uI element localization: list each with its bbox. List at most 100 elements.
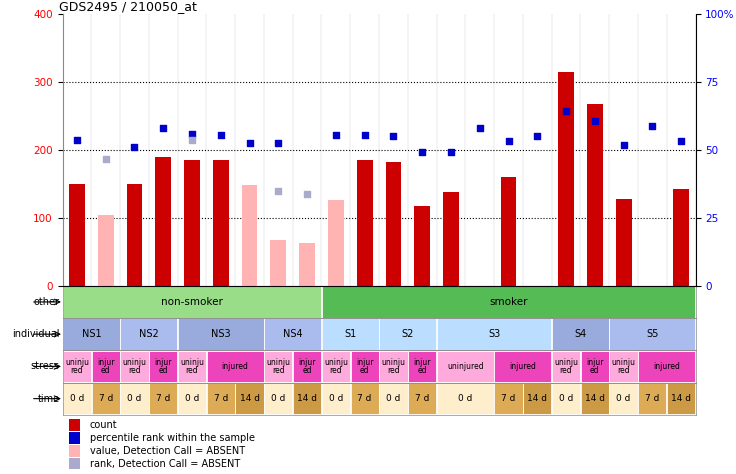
- Bar: [91, 383, 120, 414]
- Bar: [587, 104, 603, 286]
- Text: injured: injured: [222, 362, 249, 371]
- Text: S2: S2: [402, 329, 414, 339]
- Bar: [350, 351, 379, 382]
- Bar: [121, 319, 177, 350]
- Text: time: time: [38, 393, 60, 404]
- Point: [589, 117, 601, 125]
- Bar: [609, 383, 637, 414]
- Text: uninju
red: uninju red: [65, 358, 89, 375]
- Bar: [207, 383, 235, 414]
- Text: 7 d: 7 d: [501, 394, 516, 403]
- Text: uninju
red: uninju red: [266, 358, 290, 375]
- Bar: [523, 383, 551, 414]
- Text: 0 d: 0 d: [185, 394, 199, 403]
- Text: 14 d: 14 d: [671, 394, 691, 403]
- Text: 14 d: 14 d: [240, 394, 260, 403]
- Bar: [155, 157, 171, 286]
- Text: 0 d: 0 d: [127, 394, 141, 403]
- Bar: [178, 351, 206, 382]
- Bar: [264, 319, 321, 350]
- Point: [358, 131, 370, 139]
- Bar: [69, 432, 80, 444]
- Bar: [500, 177, 517, 286]
- Bar: [638, 383, 667, 414]
- Bar: [673, 190, 689, 286]
- Bar: [581, 383, 609, 414]
- Point: [417, 148, 428, 156]
- Text: uninju
red: uninju red: [180, 358, 204, 375]
- Bar: [322, 286, 696, 318]
- Point: [244, 139, 255, 147]
- Bar: [213, 160, 229, 286]
- Point: [186, 131, 198, 138]
- Bar: [178, 319, 263, 350]
- Bar: [63, 286, 321, 318]
- Bar: [437, 383, 494, 414]
- Bar: [63, 351, 91, 382]
- Text: NS1: NS1: [82, 329, 101, 339]
- Bar: [443, 192, 459, 286]
- Bar: [322, 319, 379, 350]
- Bar: [127, 184, 142, 286]
- Bar: [609, 319, 696, 350]
- Text: NS4: NS4: [283, 329, 302, 339]
- Text: uninju
red: uninju red: [324, 358, 348, 375]
- Bar: [495, 351, 551, 382]
- Point: [330, 131, 342, 139]
- Point: [503, 137, 514, 145]
- Bar: [437, 351, 494, 382]
- Text: uninju
red: uninju red: [122, 358, 146, 375]
- Point: [186, 136, 198, 144]
- Point: [272, 139, 284, 147]
- Bar: [328, 200, 344, 286]
- Bar: [667, 383, 696, 414]
- Point: [675, 137, 687, 145]
- Bar: [91, 351, 120, 382]
- Point: [158, 125, 169, 132]
- Point: [272, 187, 284, 194]
- Bar: [379, 383, 408, 414]
- Point: [301, 191, 313, 198]
- Bar: [552, 351, 580, 382]
- Bar: [408, 351, 436, 382]
- Bar: [69, 419, 80, 430]
- Text: injur
ed: injur ed: [356, 358, 373, 375]
- Text: 7 d: 7 d: [156, 394, 171, 403]
- Bar: [609, 351, 637, 382]
- Bar: [322, 383, 350, 414]
- Text: 7 d: 7 d: [415, 394, 429, 403]
- Text: 0 d: 0 d: [386, 394, 400, 403]
- Bar: [270, 240, 286, 286]
- Bar: [63, 319, 120, 350]
- Text: S4: S4: [574, 329, 587, 339]
- Text: 0 d: 0 d: [559, 394, 573, 403]
- Text: rank, Detection Call = ABSENT: rank, Detection Call = ABSENT: [90, 459, 240, 469]
- Bar: [264, 383, 292, 414]
- Bar: [495, 383, 523, 414]
- Text: non-smoker: non-smoker: [161, 297, 223, 307]
- Point: [474, 124, 486, 131]
- Bar: [379, 351, 408, 382]
- Text: uninjured: uninjured: [447, 362, 484, 371]
- Point: [129, 143, 141, 150]
- Text: stress: stress: [30, 361, 60, 372]
- Bar: [552, 319, 609, 350]
- Bar: [69, 445, 80, 457]
- Bar: [184, 160, 200, 286]
- Text: 7 d: 7 d: [645, 394, 659, 403]
- Text: 14 d: 14 d: [527, 394, 548, 403]
- Bar: [300, 243, 315, 286]
- Bar: [322, 351, 350, 382]
- Bar: [121, 383, 149, 414]
- Text: percentile rank within the sample: percentile rank within the sample: [90, 433, 255, 443]
- Point: [215, 131, 227, 139]
- Point: [646, 122, 658, 130]
- Text: injur
ed: injur ed: [97, 358, 115, 375]
- Bar: [236, 383, 263, 414]
- Text: 0 d: 0 d: [271, 394, 286, 403]
- Bar: [386, 162, 401, 286]
- Text: 0 d: 0 d: [70, 394, 84, 403]
- Text: 14 d: 14 d: [585, 394, 605, 403]
- Point: [560, 107, 572, 114]
- Bar: [98, 215, 113, 286]
